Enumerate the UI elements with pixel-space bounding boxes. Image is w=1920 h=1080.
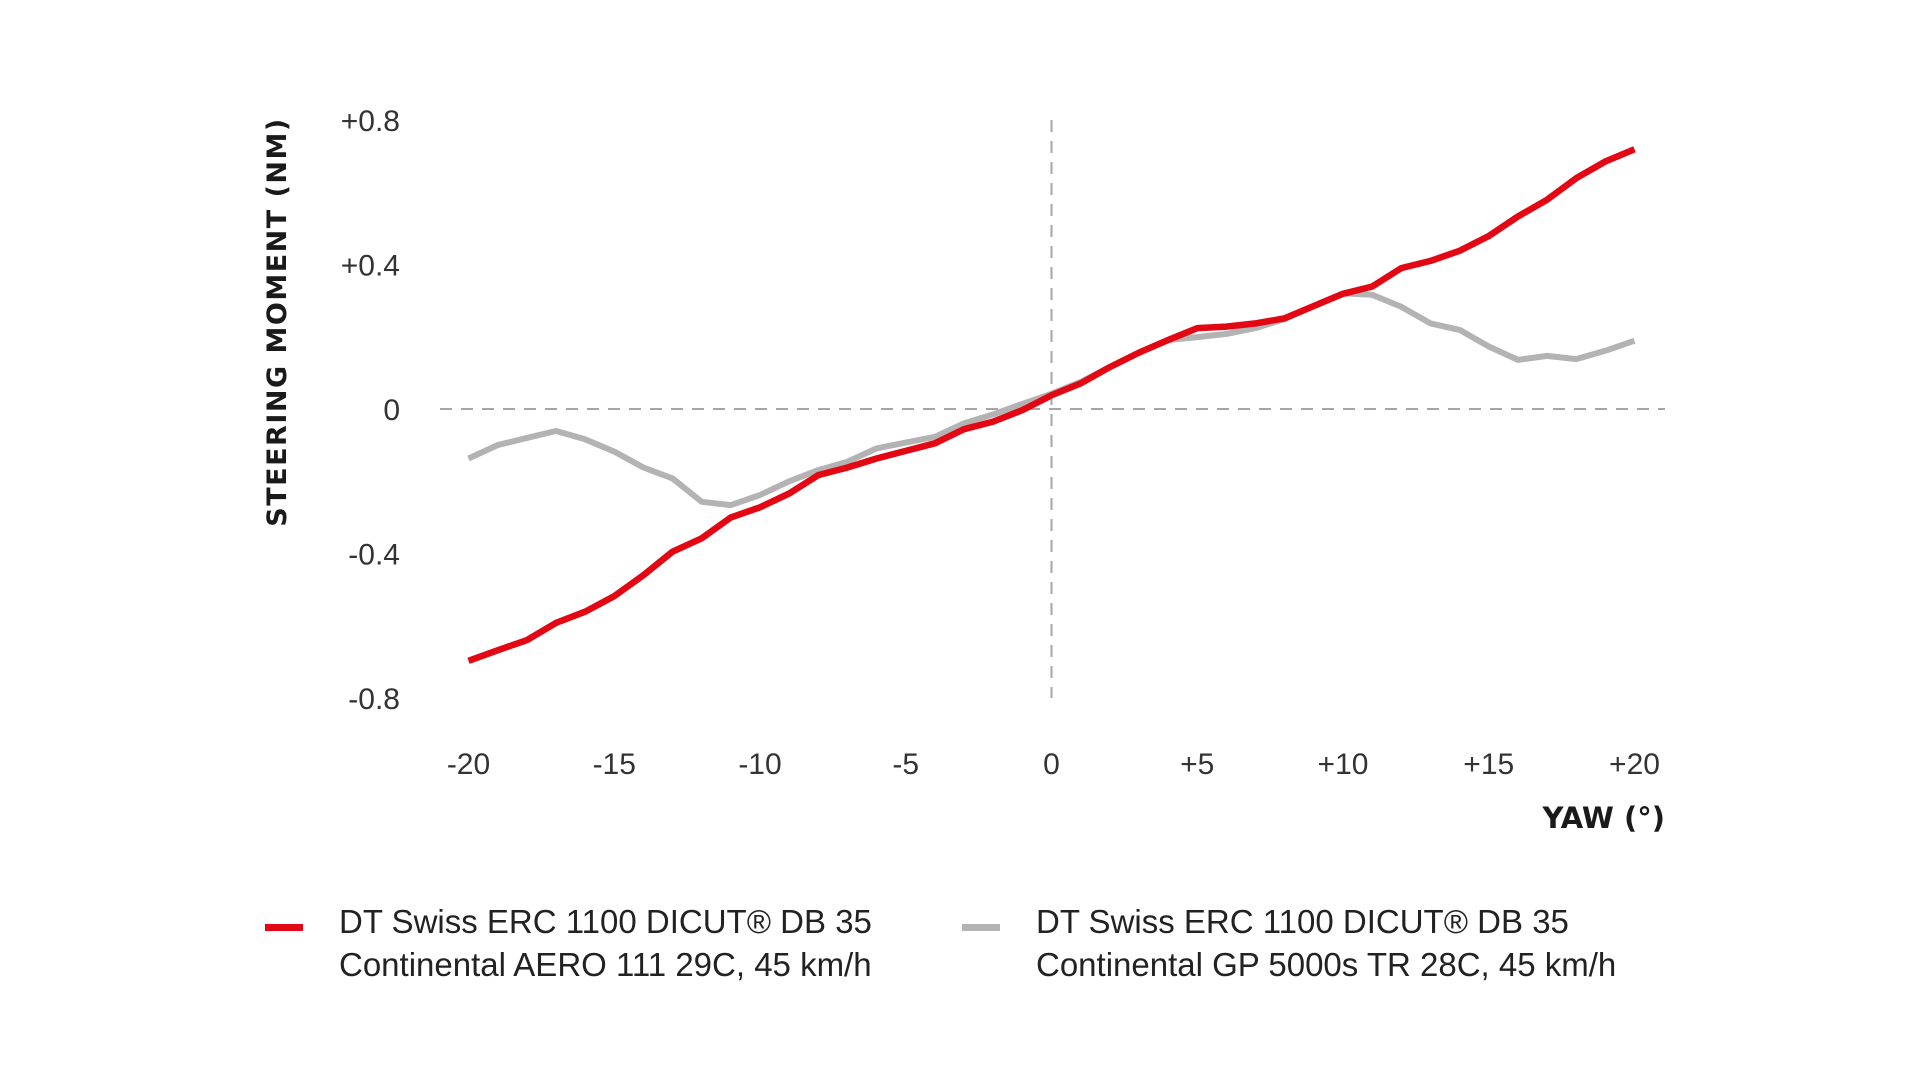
legend-swatch-grey [962,924,1000,931]
legend-line-2: Continental GP 5000s TR 28C, 45 km/h [1036,946,1617,983]
legend-swatch-red [265,924,303,931]
x-axis-ticks: -20 -15 -10 -5 0 +5 +10 +15 +20 [447,748,1660,781]
legend-text: DT Swiss ERC 1100 DICUT® DB 35 Continent… [339,900,872,986]
reference-lines [440,120,1665,698]
x-axis-label: YAW (°) [1542,801,1665,835]
y-tick-label: +0.8 [341,105,400,138]
y-tick-label: 0 [383,394,400,427]
legend-line-2: Continental AERO 111 29C, 45 km/h [339,946,872,983]
x-tick-label: -15 [593,748,636,781]
y-tick-label: +0.4 [341,250,400,283]
y-axis-ticks: +0.8 +0.4 0 -0.4 -0.8 [341,105,400,716]
x-tick-label: +5 [1180,748,1214,781]
legend-item-aero: DT Swiss ERC 1100 DICUT® DB 35 Continent… [265,900,872,986]
legend-line-1: DT Swiss ERC 1100 DICUT® DB 35 [1036,903,1569,940]
x-tick-label: -10 [738,748,781,781]
series-layer [467,146,1636,664]
x-tick-label: -20 [447,748,490,781]
y-tick-label: -0.8 [348,683,400,716]
x-tick-label: -5 [892,748,919,781]
x-tick-label: +10 [1318,748,1369,781]
x-tick-label: +15 [1463,748,1514,781]
series-line-aero-111 [467,146,1636,664]
y-axis-label: STEERING MOMENT (NM) [262,117,293,526]
legend-line-1: DT Swiss ERC 1100 DICUT® DB 35 [339,903,872,940]
x-tick-label: +20 [1609,748,1660,781]
legend-text: DT Swiss ERC 1100 DICUT® DB 35 Continent… [1036,900,1616,986]
x-tick-label: 0 [1043,748,1060,781]
legend-item-gp5000: DT Swiss ERC 1100 DICUT® DB 35 Continent… [962,900,1616,986]
y-tick-label: -0.4 [348,539,400,572]
